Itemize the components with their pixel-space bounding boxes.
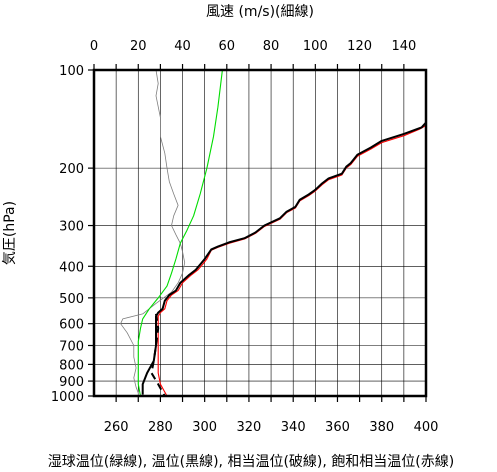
grid	[94, 69, 426, 397]
temperature-tick-label: 380	[369, 420, 394, 435]
pressure-tick-label: 500	[59, 292, 84, 307]
wind-tick-label: 100	[303, 39, 328, 54]
pressure-tick-label: 200	[59, 162, 84, 177]
series-line-theta-e	[150, 313, 166, 397]
pressure-tick-label: 700	[59, 340, 84, 355]
temperature-tick-label: 360	[325, 420, 350, 435]
series-layer	[120, 69, 427, 397]
temperature-tick-label: 320	[237, 420, 262, 435]
wind-tick-label: 140	[391, 39, 416, 54]
temperature-tick-label: 260	[104, 420, 129, 435]
y-axis-label: 気圧(hPa)	[2, 201, 18, 265]
pressure-tick-label: 300	[59, 220, 84, 235]
plot-frame	[92, 68, 428, 398]
wind-tick-label: 40	[174, 39, 191, 54]
series-line-theta-w	[137, 69, 223, 397]
temperature-tick-label: 400	[414, 420, 439, 435]
tick-marks	[88, 64, 427, 402]
series-line-wind	[120, 69, 186, 396]
pressure-tick-label: 600	[59, 318, 84, 333]
pressure-tick-label: 400	[59, 260, 84, 275]
wind-tick-label: 60	[219, 39, 236, 54]
pressure-tick-label: 900	[59, 375, 84, 390]
temperature-tick-label: 340	[281, 420, 306, 435]
temperature-tick-label: 300	[192, 420, 217, 435]
pressure-tick-label: 1000	[51, 390, 84, 405]
series-line-theta-es	[157, 125, 427, 397]
wind-axis-title: 風速 (m/s)(細線)	[206, 4, 314, 20]
x-axis-label: 湿球温位(緑線), 温位(黒線), 相当温位(破線), 飽和相当温位(赤線)	[48, 453, 454, 470]
wind-tick-label: 20	[130, 39, 147, 54]
pressure-tick-label: 800	[59, 358, 84, 373]
wind-tick-label: 120	[347, 39, 372, 54]
temperature-tick-label: 280	[148, 420, 173, 435]
series-line-theta	[141, 121, 427, 395]
pressure-tick-label: 100	[59, 64, 84, 79]
wind-tick-label: 0	[90, 39, 98, 54]
wind-tick-label: 80	[263, 39, 280, 54]
